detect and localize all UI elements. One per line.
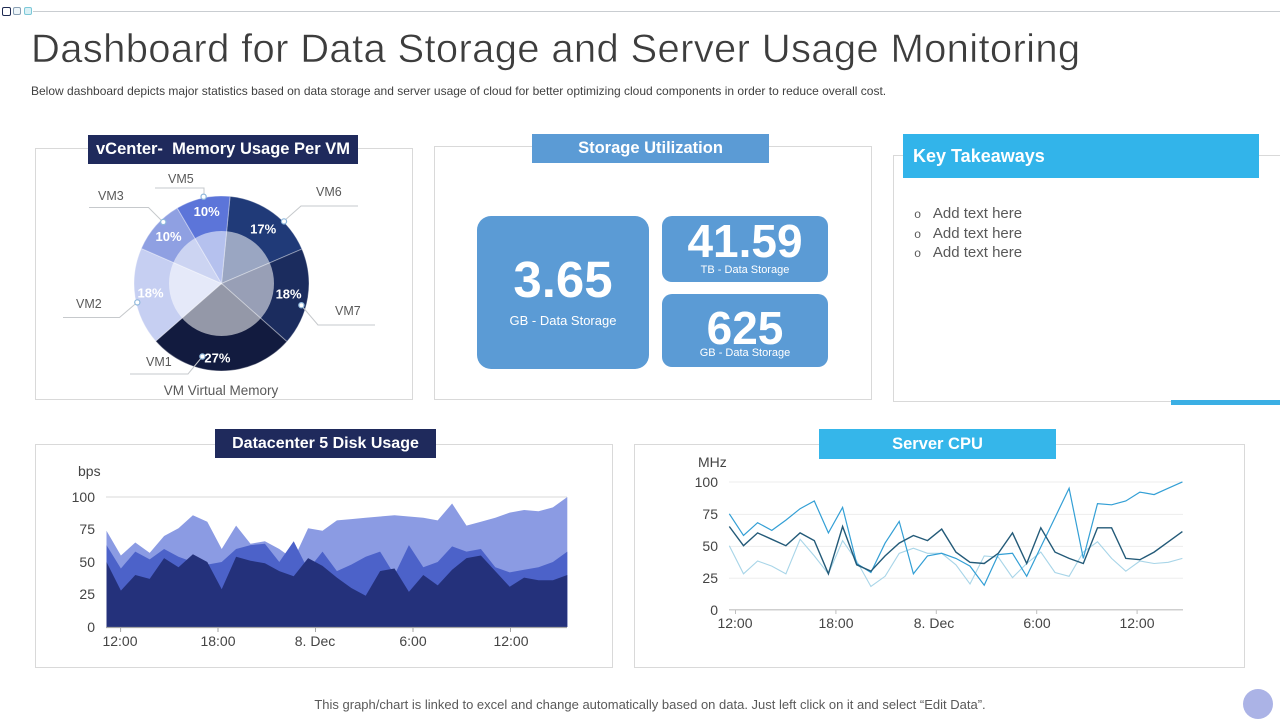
svg-text:10%: 10% bbox=[155, 229, 181, 244]
svg-text:18%: 18% bbox=[276, 287, 302, 302]
svg-text:27%: 27% bbox=[204, 351, 230, 366]
svg-text:10%: 10% bbox=[194, 204, 220, 219]
svg-text:17%: 17% bbox=[250, 222, 276, 237]
svg-text:18%: 18% bbox=[137, 285, 163, 300]
